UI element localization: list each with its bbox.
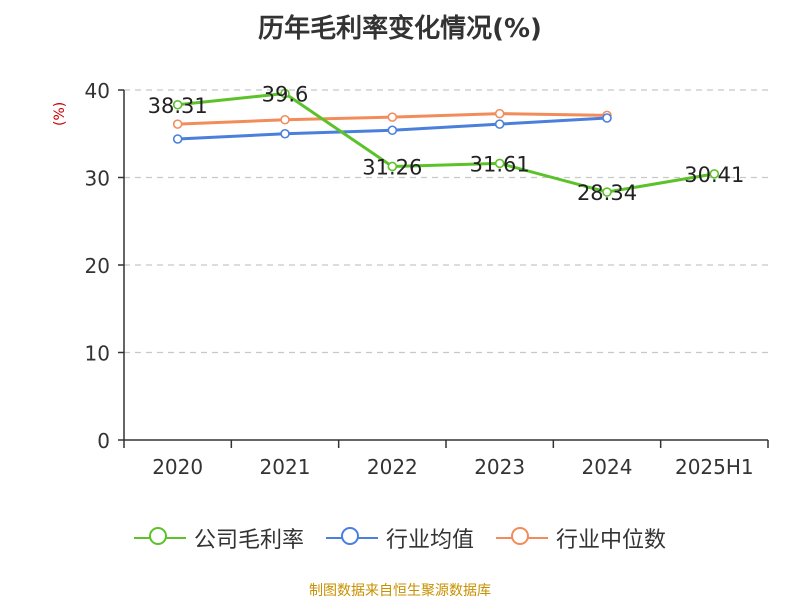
data-point (494, 119, 505, 129)
legend-item-industry-median[interactable]: 行业中位数 (496, 522, 666, 554)
chart-title: 历年毛利率变化情况(%) (258, 14, 542, 44)
data-point (387, 125, 398, 136)
series-line (177, 92, 715, 194)
data-label: 39.6 (262, 83, 309, 107)
legend-marker-industry-mean (325, 525, 378, 551)
data-point (387, 112, 398, 122)
legend-label-industry-mean: 行业均值 (385, 528, 474, 553)
data-point (280, 128, 290, 139)
y-tick-label: 10 (85, 342, 110, 366)
y-tick-label: 20 (85, 254, 110, 278)
data-label: 38.31 (148, 94, 208, 118)
data-point (387, 161, 398, 172)
y-tick-label: 40 (85, 79, 110, 103)
x-tick-label: 2022 (367, 455, 418, 479)
data-point (709, 169, 720, 179)
data-point (172, 119, 183, 129)
legend-label-company: 公司毛利率 (193, 528, 304, 553)
data-point (494, 108, 505, 119)
data-point (602, 113, 612, 123)
legend-marker-company (133, 525, 186, 551)
data-label: 28.34 (577, 181, 637, 205)
data-source-note: 制图数据来自恒生聚源数据库 (309, 583, 491, 599)
legend-marker-industry-median (496, 525, 548, 551)
legend: 公司毛利率 行业均值 行业中位数 (0, 522, 800, 554)
x-tick-label: 2023 (474, 455, 525, 479)
data-point (172, 99, 183, 110)
data-point (280, 114, 290, 125)
y-tick-label: 30 (85, 167, 110, 191)
legend-item-industry-mean[interactable]: 行业均值 (325, 522, 474, 554)
data-point (280, 88, 290, 99)
x-tick-label: 2024 (582, 455, 633, 479)
data-label: 30.41 (684, 163, 744, 187)
data-label: 31.26 (362, 155, 422, 179)
y-tick-label: 0 (97, 429, 110, 453)
data-point (494, 158, 505, 169)
legend-label-industry-median: 行业中位数 (556, 528, 667, 553)
data-point (602, 187, 612, 197)
x-tick-label: 2020 (152, 455, 203, 479)
data-label: 31.61 (470, 152, 530, 176)
data-point (172, 134, 183, 144)
legend-item-company[interactable]: 公司毛利率 (133, 522, 304, 554)
x-tick-label: 2025H1 (675, 455, 754, 479)
x-tick-label: 2021 (260, 455, 311, 479)
